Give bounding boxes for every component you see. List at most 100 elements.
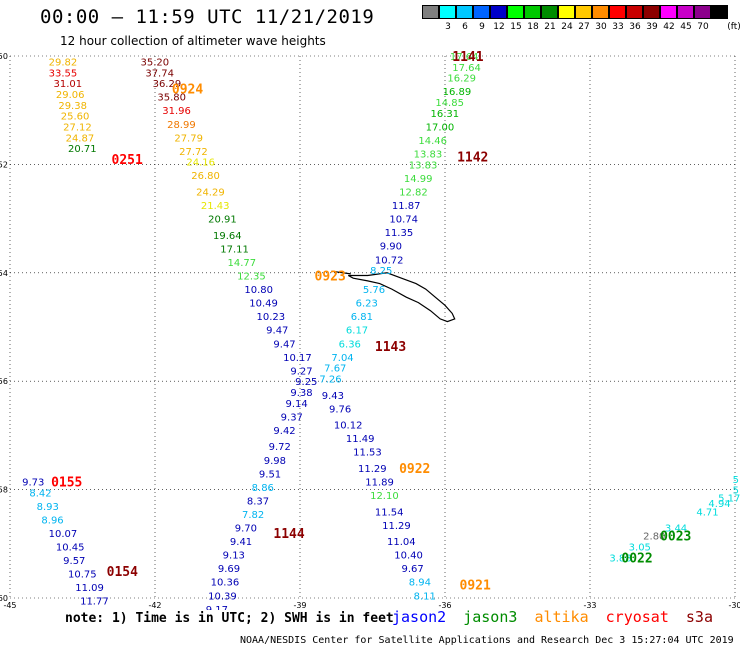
wave-height-value: 5.76 [363,285,385,296]
wave-height-value: 11.49 [346,434,375,445]
wave-height-value: 16.31 [431,109,460,120]
color-swatch [558,5,575,19]
pass-time-label: 0921 [460,578,491,593]
wave-height-value: 16.89 [443,87,472,98]
wave-height-value: 10.75 [68,570,97,581]
color-scale-label: 18 [527,22,539,32]
legend-jason2: jason2 [392,608,447,626]
wave-height-value: 7.26 [319,374,341,385]
color-scale-label: 24 [561,22,573,32]
wave-height-value: 9.90 [380,242,402,253]
wave-height-value: 24.29 [196,188,225,199]
wave-height-value: 2.80 [643,532,665,543]
wave-height-value: 9.98 [264,456,286,467]
wave-height-value: 35.20 [141,57,170,68]
wave-height-value: 8.42 [29,488,51,499]
wave-height-value: 8.94 [409,578,431,589]
lat-tick-label: -60 [0,594,8,603]
wave-height-value: 4.71 [696,507,718,518]
color-scale-label: 27 [578,22,590,32]
wave-height-value: 9.51 [259,469,281,480]
wave-height-value: 24.16 [186,158,215,169]
credit-footer: NOAA/NESDIS Center for Satellite Applica… [240,635,734,646]
wave-height-value: 9.73 [22,477,44,488]
lon-tick-label: -45 [3,601,16,610]
wave-height-value: 26.80 [191,171,220,182]
wave-height-value: 8.86 [252,483,274,494]
wave-height-value: 8.93 [37,502,59,513]
wave-height-value: 29.82 [49,57,78,68]
color-scale-label: 9 [479,22,485,32]
wave-height-value: 11.04 [387,537,416,548]
wave-height-value: 5. [733,475,740,486]
wave-height-value: 12.82 [399,188,428,199]
wave-height-value: 14.46 [418,136,447,147]
color-scale-label: 42 [663,22,675,32]
color-scale-label: 45 [680,22,692,32]
wave-height-value: 9.76 [329,404,351,415]
wave-height-value: 11.87 [392,201,421,212]
wave-height-value: 11.54 [375,507,404,518]
color-swatch [490,5,507,19]
lat-tick-label: -52 [0,160,8,169]
color-swatch [473,5,490,19]
wave-height-value: 14.99 [404,174,433,185]
color-swatch [456,5,473,19]
wave-height-value: 24.87 [66,133,95,144]
color-scale-label: 21 [544,22,556,32]
wave-height-value: 9.47 [266,326,288,337]
wave-height-value: 8.96 [41,515,63,526]
wave-height-value: 28.99 [167,120,196,131]
pass-time-label: 0922 [399,462,430,477]
color-swatch [609,5,626,19]
color-scale-label: 30 [595,22,607,32]
wave-height-value: 7.04 [331,353,353,364]
wave-height-value: 10.80 [244,285,273,296]
wave-height-value: 10.07 [49,529,78,540]
wave-height-value: 9.27 [290,366,312,377]
wave-height-value: 9.17 [206,605,228,610]
wave-height-value: 11.35 [385,228,414,239]
wave-height-value: 9.72 [269,442,291,453]
wave-height-value: 6.81 [351,312,373,323]
wave-height-value: 36.29 [153,79,182,90]
wave-height-value: 9.43 [322,391,344,402]
wave-height-value: 16.29 [447,74,476,85]
wave-height-value: 14.85 [435,98,464,109]
wave-height-value: 11.09 [75,583,104,594]
wave-height-value: 9.42 [273,426,295,437]
wave-height-value: 31.01 [54,79,83,90]
wave-height-value: 12.10 [370,491,399,502]
wave-height-value: 25.60 [61,112,90,123]
color-swatch [422,5,439,19]
color-scale-label: 12 [493,22,505,32]
lon-tick-label: -36 [438,601,451,610]
pass-time-label: 1143 [375,340,406,355]
wave-height-value: 27.72 [179,147,208,158]
wave-height-value: 10.17 [283,353,312,364]
wave-height-value: 9.13 [223,551,245,562]
satellite-legend: jason2 jason3 altika cryosat s3a [392,608,721,626]
pass-time-label: 1141 [452,50,483,65]
wave-height-value: 13.83 [414,150,443,161]
wave-height-value: 5.17 [718,494,740,505]
wave-height-value: 10.12 [334,421,363,432]
color-scale-label: 70 [697,22,709,32]
wave-height-value: 3.05 [629,543,651,554]
color-scale-label: 36 [629,22,641,32]
lat-tick-label: -54 [0,269,8,278]
wave-height-value: 9.37 [281,412,303,423]
legend-s3a: s3a [685,608,713,626]
legend-cryosat: cryosat [605,608,669,626]
coastline-islet [331,270,351,275]
wave-height-value: 6.17 [346,326,368,337]
color-swatch [592,5,609,19]
wave-height-value: 10.39 [208,591,237,602]
lon-tick-label: -42 [148,601,161,610]
pass-time-label: 1144 [273,527,304,542]
color-swatch [626,5,643,19]
lat-tick-label: -50 [0,52,8,61]
color-swatch [439,5,456,19]
wave-height-value: 27.79 [174,133,203,144]
lon-tick-label: -39 [293,601,306,610]
